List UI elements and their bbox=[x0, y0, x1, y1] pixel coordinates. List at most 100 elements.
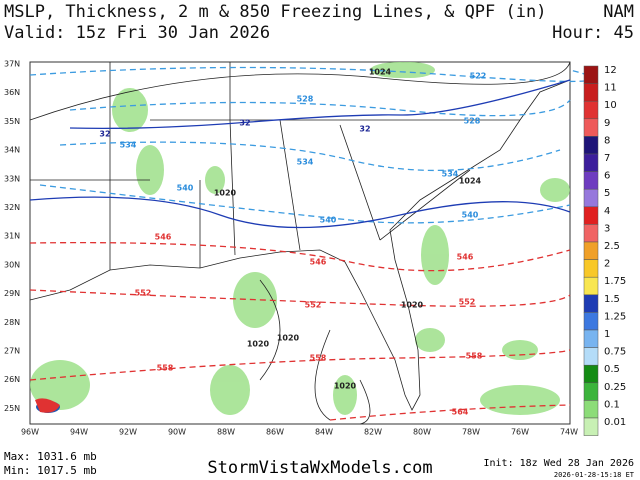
lon-label: 88W bbox=[217, 428, 235, 437]
max-pressure: Max: 1031.6 mb bbox=[4, 450, 97, 463]
colorbar-label: 10 bbox=[604, 100, 617, 111]
contour-label: 534 bbox=[442, 170, 459, 179]
contour-label: 546 bbox=[457, 253, 474, 262]
colorbar-label: 11 bbox=[604, 83, 617, 94]
contour-label: 540 bbox=[462, 211, 479, 220]
lat-label: 26N bbox=[4, 375, 20, 384]
colorbar-label: 0.1 bbox=[604, 399, 620, 410]
colorbar-label: 2 bbox=[604, 259, 610, 270]
contour-label: 558 bbox=[157, 364, 174, 373]
lat-label: 31N bbox=[4, 232, 20, 241]
lat-label: 33N bbox=[4, 174, 20, 183]
model: NAM bbox=[603, 2, 634, 22]
contour-label: 1020 bbox=[277, 334, 300, 343]
contour-label: 32 bbox=[239, 119, 250, 128]
min-pressure: Min: 1017.5 mb bbox=[4, 464, 97, 477]
contour-label: 1020 bbox=[214, 189, 237, 198]
lon-label: 78W bbox=[462, 428, 480, 437]
contour-label: 528 bbox=[297, 95, 314, 104]
lat-label: 29N bbox=[4, 289, 20, 298]
lon-label: 96W bbox=[21, 428, 39, 437]
colorbar-label: 0.75 bbox=[604, 347, 626, 358]
contour-label: 1020 bbox=[334, 382, 357, 391]
colorbar-label: 0.01 bbox=[604, 417, 626, 428]
colorbar-label: 3 bbox=[604, 223, 610, 234]
colorbar-swatch bbox=[583, 294, 599, 313]
colorbar-swatch bbox=[583, 259, 599, 278]
colorbar-label: 0.25 bbox=[604, 382, 626, 393]
colorbar: 12 11 10 9 8 7 6 5 4 3 2.5 2 1.75 1.5 1.25 1 0.75 0.5 0.25… bbox=[583, 65, 626, 436]
colorbar-label: 0.5 bbox=[604, 364, 620, 375]
contour-label: 540 bbox=[320, 216, 337, 225]
timestamp: 2026-01-28-15:18 ET bbox=[554, 471, 635, 479]
colorbar-label: 1 bbox=[604, 329, 610, 340]
contour-label: 534 bbox=[120, 141, 137, 150]
colorbar-label: 8 bbox=[604, 135, 610, 146]
contour-label: 528 bbox=[464, 117, 481, 126]
colorbar-label: 4 bbox=[604, 206, 610, 217]
contour-label: 540 bbox=[177, 184, 194, 193]
lat-label: 28N bbox=[4, 318, 20, 327]
map bbox=[29, 61, 594, 425]
colorbar-label: 1.25 bbox=[604, 311, 626, 322]
colorbar-swatch bbox=[583, 65, 599, 84]
lat-label: 34N bbox=[4, 146, 20, 155]
valid-time: Valid: 15z Fri 30 Jan 2026 bbox=[4, 23, 270, 43]
contour-label: 1020 bbox=[247, 340, 270, 349]
lat-label: 36N bbox=[4, 88, 20, 97]
lat-label: 37N bbox=[4, 60, 20, 69]
qpf-peak bbox=[35, 398, 60, 413]
lat-label: 25N bbox=[4, 404, 20, 413]
contour-label: 558 bbox=[466, 352, 483, 361]
colorbar-label: 1.5 bbox=[604, 294, 620, 305]
freezing-lines bbox=[29, 79, 571, 229]
lon-label: 80W bbox=[413, 428, 431, 437]
lon-label: 84W bbox=[315, 428, 333, 437]
lat-label: 32N bbox=[4, 203, 20, 212]
contour-label: 558 bbox=[310, 354, 327, 363]
contour-label: 1024 bbox=[369, 68, 392, 77]
colorbar-label: 6 bbox=[604, 171, 610, 182]
lat-label: 35N bbox=[4, 117, 20, 126]
lon-label: 92W bbox=[119, 428, 137, 437]
contour-label: 564 bbox=[452, 408, 469, 417]
colorbar-label: 7 bbox=[604, 153, 610, 164]
colorbar-label: 1.75 bbox=[604, 276, 626, 287]
init-time: Init: 18z Wed 28 Jan 2026 bbox=[483, 458, 634, 469]
contour-label: 32 bbox=[359, 125, 370, 134]
colorbar-swatch bbox=[583, 171, 599, 190]
colorbar-swatch bbox=[583, 347, 599, 366]
colorbar-label: 5 bbox=[604, 188, 610, 199]
thickness-warm bbox=[29, 241, 571, 421]
title: MSLP, Thickness, 2 m & 850 Freezing Line… bbox=[4, 2, 546, 22]
lat-label: 30N bbox=[4, 260, 20, 269]
colorbar-swatch bbox=[583, 382, 599, 401]
lon-label: 86W bbox=[266, 428, 284, 437]
colorbar-label: 9 bbox=[604, 118, 610, 129]
lon-label: 90W bbox=[168, 428, 186, 437]
contour-label: 534 bbox=[297, 158, 314, 167]
labels: 37N 36N 35N 34N 33N 32N 31N 30N 29N 28N 27N 26N 25N 9… bbox=[4, 60, 578, 437]
colorbar-swatch bbox=[583, 118, 599, 137]
colorbar-swatch bbox=[583, 206, 599, 225]
colorbar-swatch bbox=[583, 329, 599, 348]
colorbar-label: 12 bbox=[604, 65, 617, 76]
contour-label: 552 bbox=[305, 301, 322, 310]
contour-label: 522 bbox=[470, 72, 487, 81]
colorbar-swatch bbox=[583, 100, 599, 120]
colorbar-swatch bbox=[583, 241, 599, 260]
contour-label: 1020 bbox=[401, 301, 424, 310]
colorbar-swatch bbox=[583, 188, 599, 208]
colorbar-swatch bbox=[583, 136, 599, 155]
lon-label: 94W bbox=[70, 428, 88, 437]
colorbar-swatch bbox=[583, 276, 599, 296]
lon-label: 82W bbox=[364, 428, 382, 437]
contour-label: 546 bbox=[310, 258, 327, 267]
lon-label: 74W bbox=[560, 428, 578, 437]
colorbar-swatch bbox=[583, 400, 599, 419]
contour-label: 546 bbox=[155, 233, 172, 242]
contour-label: 32 bbox=[99, 130, 110, 139]
colorbar-swatch bbox=[583, 417, 599, 436]
contour-label: 552 bbox=[135, 289, 152, 298]
